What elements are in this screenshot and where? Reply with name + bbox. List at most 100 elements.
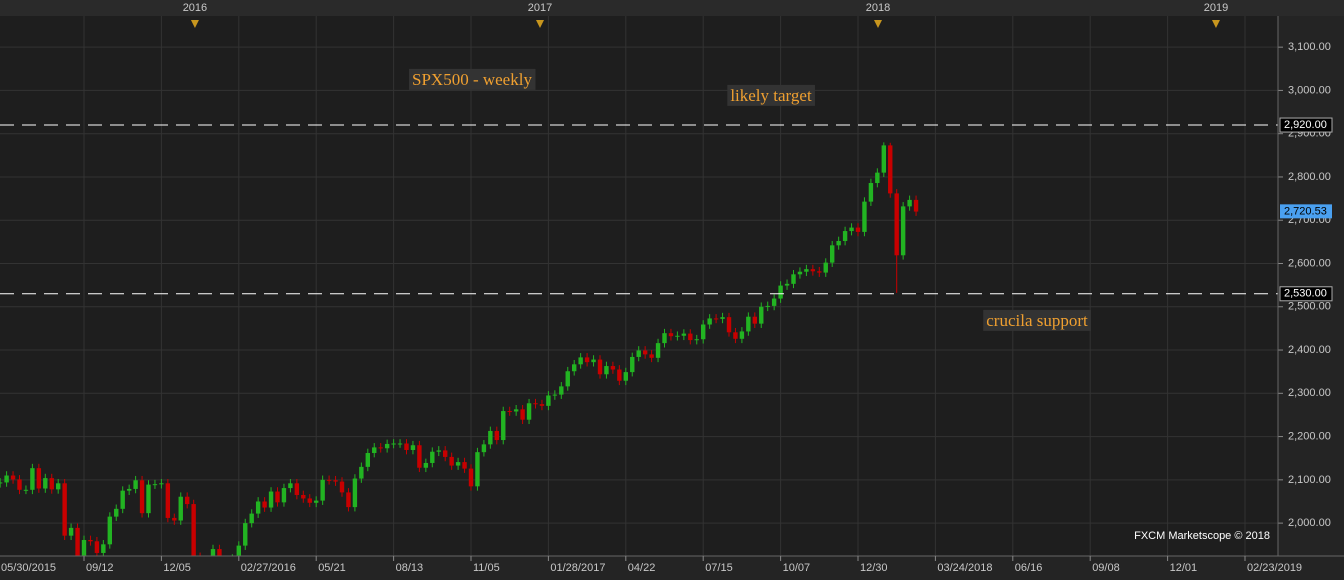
overlay xyxy=(0,46,1283,524)
candle-body xyxy=(430,451,435,463)
candle-body xyxy=(268,491,274,508)
candle-body xyxy=(804,269,809,272)
candle-body xyxy=(397,443,403,445)
y-tick-label: 3,100.00 xyxy=(1288,41,1331,53)
year-marker xyxy=(190,20,199,28)
annotation-box xyxy=(409,68,536,90)
annotation-box xyxy=(727,84,815,106)
candle-body xyxy=(307,498,312,503)
candle-body xyxy=(584,357,590,363)
candle-body xyxy=(855,227,861,232)
candle-body xyxy=(262,501,267,508)
candle-body xyxy=(120,490,125,509)
candle-body xyxy=(62,483,67,536)
candle-body xyxy=(713,318,719,320)
candle-body xyxy=(849,227,854,232)
x-tick-label: 01/28/2017 xyxy=(550,562,605,574)
candle-body xyxy=(488,430,493,445)
y-tick-label: 2,400.00 xyxy=(1288,344,1331,356)
candle-body xyxy=(591,359,596,363)
candle-body xyxy=(326,479,332,481)
year-marker xyxy=(1211,20,1220,28)
candle-body xyxy=(23,489,29,491)
candle-body xyxy=(275,491,280,503)
candle-body xyxy=(797,271,803,275)
candle-body xyxy=(810,269,816,272)
candle-body xyxy=(546,395,551,406)
year-marker xyxy=(873,20,882,28)
candle-body xyxy=(210,549,216,556)
last-price-label: 2,720.53 xyxy=(1284,205,1327,217)
candle-body xyxy=(159,483,164,485)
candle-body xyxy=(391,443,396,445)
candle-body xyxy=(720,317,725,319)
chart-title: SPX500 - weekly xyxy=(412,70,532,89)
candle-body xyxy=(255,501,261,514)
candle-body xyxy=(378,447,383,449)
y-tick-label: 2,300.00 xyxy=(1288,387,1331,399)
y-tick-label: 2,200.00 xyxy=(1288,430,1331,442)
candle-body xyxy=(404,443,409,450)
candle-body xyxy=(688,333,693,341)
candle-body xyxy=(146,484,151,514)
level-label-box xyxy=(1279,286,1333,302)
candle-body xyxy=(604,366,609,375)
candle-body xyxy=(107,516,112,545)
candles xyxy=(0,142,919,556)
candle-body xyxy=(830,245,835,263)
candle-body xyxy=(178,496,183,521)
candle-body xyxy=(217,549,222,556)
candle-body xyxy=(43,478,48,489)
candle-body xyxy=(475,452,480,487)
candle-body xyxy=(281,488,287,503)
candle-body xyxy=(114,508,119,517)
candle-body xyxy=(17,479,22,490)
candle-body xyxy=(765,305,770,307)
x-tick-label: 07/15 xyxy=(705,562,733,574)
candle-body xyxy=(907,199,912,207)
candle-body xyxy=(894,193,899,256)
candle-body xyxy=(462,462,467,469)
x-tick-label: 12/05 xyxy=(163,562,191,574)
candle-body xyxy=(513,409,519,412)
candle-body xyxy=(617,369,622,381)
candle-body xyxy=(468,468,474,487)
candle-body xyxy=(681,333,687,336)
candle-body xyxy=(701,324,706,340)
candle-body xyxy=(101,544,106,553)
level-label: 2,530.00 xyxy=(1284,288,1327,300)
candle-body xyxy=(726,317,732,333)
year-label: 2018 xyxy=(866,2,890,14)
candle-body xyxy=(126,488,132,491)
candle-body xyxy=(417,445,422,468)
candle-body xyxy=(707,318,712,325)
candle-body xyxy=(365,453,370,467)
level-label: 2,920.00 xyxy=(1284,119,1327,131)
candle-body xyxy=(68,527,74,536)
annotation: likely target xyxy=(730,86,812,105)
x-tick-label: 10/07 xyxy=(783,562,811,574)
candle-body xyxy=(888,145,893,194)
candle-body xyxy=(243,523,248,546)
candle-body xyxy=(868,183,874,202)
candle-body xyxy=(172,517,177,521)
y-tick-label: 2,800.00 xyxy=(1288,171,1331,183)
candle-body xyxy=(559,386,564,395)
x-tick-label: 06/16 xyxy=(1015,562,1043,574)
candle-body xyxy=(165,483,171,518)
candle-body xyxy=(842,231,848,241)
candle-body xyxy=(572,364,577,372)
candle-body xyxy=(565,371,570,387)
candle-body xyxy=(752,316,757,324)
candle-body xyxy=(314,500,319,503)
candle-body xyxy=(642,350,648,355)
candle-body xyxy=(520,409,525,420)
candle-body xyxy=(436,450,441,452)
year-marker xyxy=(536,20,545,28)
candle-body xyxy=(784,283,790,286)
candle-body xyxy=(94,541,100,553)
candle-body xyxy=(655,343,661,358)
